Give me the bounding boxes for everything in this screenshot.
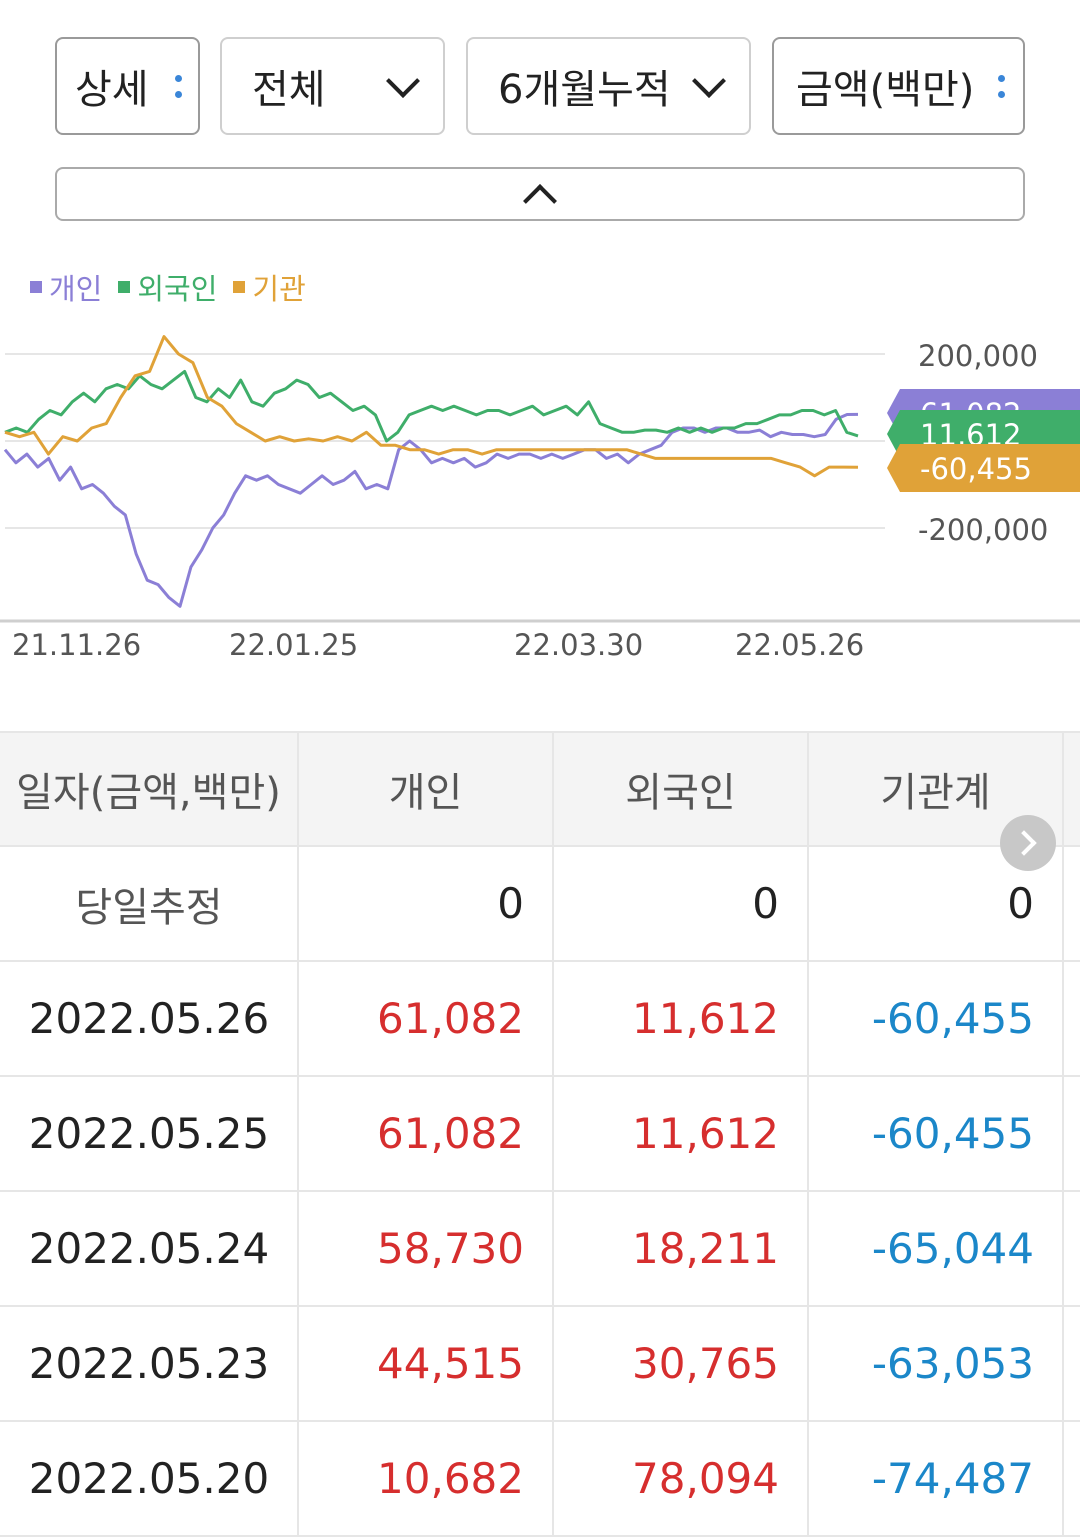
cell-institution: -65,044 xyxy=(808,1191,1064,1307)
header-date: 일자(금액,백만) xyxy=(0,731,299,847)
scroll-right-button[interactable] xyxy=(1000,815,1056,871)
detail-select-label: 상세 xyxy=(75,67,149,113)
header-individual: 개인 xyxy=(298,731,554,847)
series-line xyxy=(4,335,859,478)
period-dropdown-label: 6개월누적 xyxy=(498,67,671,113)
y-tick-label: -200,000 xyxy=(918,513,1048,547)
cell-date: 2022.05.23 xyxy=(0,1306,299,1422)
table-row[interactable]: 2022.05.24 58,730 18,211 -65,044 xyxy=(0,1191,1080,1307)
cell-individual: 44,515 xyxy=(298,1306,554,1422)
chart-legend: 개인 외국인 기관 xyxy=(30,266,306,308)
scope-dropdown[interactable]: 전체 xyxy=(220,37,445,135)
period-dropdown[interactable]: 6개월누적 xyxy=(466,37,751,135)
x-tick-label: 22.05.26 xyxy=(735,628,864,662)
cell-date: 2022.05.26 xyxy=(0,961,299,1077)
chevron-up-icon xyxy=(523,184,557,218)
chevron-right-icon xyxy=(1011,830,1037,856)
cell-spacer xyxy=(1063,1076,1080,1192)
table-row[interactable]: 2022.05.23 44,515 30,765 -63,053 xyxy=(0,1306,1080,1422)
legend-swatch xyxy=(233,281,246,293)
x-tick-label: 22.03.30 xyxy=(514,628,643,662)
series-line xyxy=(4,369,859,443)
legend-label: 외국인 xyxy=(137,272,218,306)
legend-item-individual[interactable]: 개인 xyxy=(30,266,102,308)
table-row[interactable]: 당일추정 0 0 0 xyxy=(0,846,1080,962)
x-tick-label: 21.11.26 xyxy=(12,628,141,662)
header-spacer xyxy=(1063,731,1080,847)
legend-label: 개인 xyxy=(49,272,103,306)
cell-foreign: 0 xyxy=(553,846,809,962)
cell-foreign: 11,612 xyxy=(553,1076,809,1192)
collapse-toggle-button[interactable] xyxy=(55,167,1025,221)
more-dots-icon xyxy=(175,74,182,98)
cumulative-trading-chart: 200,000 -200,000 21.11.26 22.01.25 22.03.30 2… xyxy=(0,335,1080,662)
x-tick-label: 22.01.25 xyxy=(229,628,358,662)
legend-item-foreign[interactable]: 외국인 xyxy=(118,266,217,308)
end-value-tag: -60,455 xyxy=(887,444,1080,492)
cell-date: 2022.05.25 xyxy=(0,1076,299,1192)
unit-select[interactable]: 금액(백만) xyxy=(772,37,1025,135)
cell-spacer xyxy=(1063,961,1080,1077)
more-dots-icon xyxy=(998,74,1005,98)
legend-swatch xyxy=(30,281,42,293)
cell-date: 2022.05.24 xyxy=(0,1191,299,1307)
table-row[interactable]: 2022.05.26 61,082 11,612 -60,455 xyxy=(0,961,1080,1077)
cell-foreign: 18,211 xyxy=(553,1191,809,1307)
cell-spacer xyxy=(1063,1421,1080,1537)
legend-item-institution[interactable]: 기관 xyxy=(233,266,306,308)
end-value-label: -60,455 xyxy=(920,452,1032,486)
series-line xyxy=(3,412,859,608)
cell-date: 2022.05.20 xyxy=(0,1421,299,1537)
chevron-down-icon xyxy=(692,64,726,98)
table-row[interactable]: 2022.05.25 61,082 11,612 -60,455 xyxy=(0,1076,1080,1192)
legend-swatch xyxy=(118,281,131,293)
cell-spacer xyxy=(1063,1306,1080,1422)
cell-spacer xyxy=(1063,846,1080,962)
cell-institution: -63,053 xyxy=(808,1306,1064,1422)
chevron-down-icon xyxy=(386,64,420,98)
cell-individual: 10,682 xyxy=(298,1421,554,1537)
cell-date: 당일추정 xyxy=(0,846,299,962)
y-tick-label: 200,000 xyxy=(918,339,1038,373)
unit-select-label: 금액(백만) xyxy=(796,67,975,113)
table-row[interactable]: 2022.05.20 10,682 78,094 -74,487 xyxy=(0,1421,1080,1537)
cell-individual: 61,082 xyxy=(298,961,554,1077)
scope-dropdown-label: 전체 xyxy=(252,67,326,113)
cell-individual: 58,730 xyxy=(298,1191,554,1307)
cell-institution: -60,455 xyxy=(808,961,1064,1077)
table-header-row: 일자(금액,백만) 개인 외국인 기관계 xyxy=(0,731,1080,847)
detail-select[interactable]: 상세 xyxy=(55,37,200,135)
cell-foreign: 30,765 xyxy=(553,1306,809,1422)
end-value-tag-shape xyxy=(887,444,1080,492)
cell-institution: -74,487 xyxy=(808,1421,1064,1537)
cell-individual: 61,082 xyxy=(298,1076,554,1192)
header-foreign: 외국인 xyxy=(553,731,809,847)
cell-foreign: 78,094 xyxy=(553,1421,809,1537)
investor-trading-table: 일자(금액,백만) 개인 외국인 기관계 당일추정 0 0 0 2022.05.26 61… xyxy=(0,731,1080,1537)
cell-individual: 0 xyxy=(298,846,554,962)
cell-spacer xyxy=(1063,1191,1080,1307)
cell-institution: -60,455 xyxy=(808,1076,1064,1192)
cell-foreign: 11,612 xyxy=(553,961,809,1077)
legend-label: 기관 xyxy=(252,272,306,306)
